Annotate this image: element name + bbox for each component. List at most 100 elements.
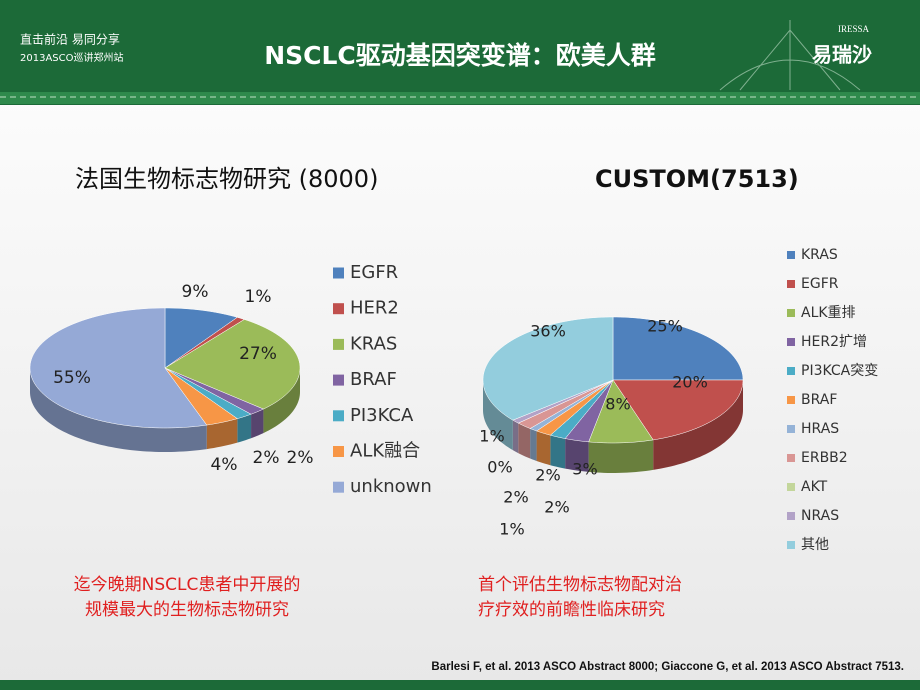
pie-side: [237, 414, 252, 443]
legend-swatch: [787, 280, 795, 288]
note: 疗疗效的前瞻性临床研究: [478, 600, 665, 620]
footer-band: [0, 680, 920, 690]
data-label: 8%: [605, 395, 630, 414]
pie-side: [483, 380, 513, 451]
legend-label: EGFR: [801, 276, 839, 292]
pie-side: [653, 380, 743, 470]
pie-slice: [536, 379, 614, 436]
pie-slice: [164, 319, 301, 410]
legend-swatch: [787, 454, 795, 462]
legend-label: BRAF: [350, 369, 397, 390]
legend-swatch: [787, 425, 795, 433]
data-label: 2%: [287, 448, 314, 468]
pie-side: [588, 439, 654, 473]
pie-slice: [164, 307, 238, 369]
legend-swatch: [787, 338, 795, 346]
data-label: 36%: [530, 322, 566, 341]
pie-side: [263, 368, 300, 434]
citation: Barlesi F, et al. 2013 ASCO Abstract 800…: [431, 661, 904, 673]
legend-swatch: [333, 410, 344, 422]
pie-side: [206, 418, 238, 450]
legend-label: 其他: [801, 537, 829, 553]
pie-slice: [517, 379, 614, 429]
legend-swatch: [333, 267, 344, 279]
data-label: 20%: [672, 373, 708, 392]
data-label: 55%: [53, 368, 91, 388]
legend-label: PI3KCA突变: [801, 363, 878, 379]
note: 首个评估生物标志物配对治: [478, 575, 682, 595]
pie-side: [530, 428, 537, 461]
legend-swatch: [333, 338, 344, 350]
pie-slice: [29, 307, 208, 429]
pie-slice: [564, 379, 614, 443]
pie-slice: [164, 367, 238, 426]
legend-swatch: [787, 367, 795, 375]
legend-swatch: [787, 396, 795, 404]
note: 规模最大的生物标志物研究: [85, 600, 289, 620]
data-label: 1%: [479, 427, 504, 446]
pie-slice: [164, 367, 265, 415]
pie-slice: [482, 316, 614, 421]
pie-slice: [612, 379, 744, 441]
legend-label: HRAS: [801, 421, 839, 437]
data-label: 27%: [239, 344, 277, 364]
pie-slice: [588, 379, 654, 444]
legend-label: ERBB2: [801, 450, 848, 466]
legend-label: HER2扩增: [801, 334, 867, 350]
pie-side: [536, 430, 551, 466]
data-label: 0%: [487, 458, 512, 477]
pie-side: [550, 435, 566, 469]
pie-slice: [549, 379, 614, 439]
pie-side: [565, 438, 589, 472]
data-label: 2%: [503, 488, 528, 507]
note: 迄今晚期NSCLC患者中开展的: [74, 575, 301, 595]
pie-side: [518, 423, 531, 459]
legend-swatch: [787, 483, 795, 491]
logo-text: 直击前沿 易同分享: [20, 32, 120, 47]
legend-label: ALK融合: [350, 441, 420, 462]
legend-swatch: [787, 512, 795, 520]
data-label: 1%: [499, 520, 524, 539]
pie-side: [512, 420, 519, 454]
data-label: 9%: [182, 282, 209, 302]
legend-swatch: [787, 541, 795, 549]
legend-label: PI3KCA: [350, 405, 414, 426]
brand-name: 易瑞沙: [812, 43, 872, 67]
legend-label: ALK重排: [801, 305, 856, 321]
pie-slice: [612, 316, 744, 381]
data-label: 2%: [535, 466, 560, 485]
data-label: 4%: [211, 455, 238, 475]
legend-label: KRAS: [350, 333, 397, 354]
brand-text: IRESSA: [838, 24, 870, 34]
legend-label: unknown: [350, 476, 432, 497]
legend-swatch: [333, 481, 344, 493]
header-stripe: [0, 92, 920, 104]
data-label: 3%: [572, 460, 597, 479]
header-band: [0, 0, 920, 105]
pie-slice: [164, 367, 252, 419]
legend-swatch: [787, 251, 795, 259]
legend-swatch: [333, 374, 344, 386]
slide-title: NSCLC驱动基因突变谱：欧美人群: [264, 41, 656, 70]
legend-swatch: [333, 303, 344, 315]
legend-swatch: [787, 309, 795, 317]
data-label: 2%: [544, 498, 569, 517]
legend-label: BRAF: [801, 392, 837, 408]
logo-text: 2013ASCO巡讲郑州站: [20, 51, 124, 64]
legend-label: EGFR: [350, 262, 398, 283]
legend-swatch: [333, 446, 344, 457]
bridge-ornament: [719, 20, 861, 91]
pie-side: [30, 368, 207, 452]
legend-label: HER2: [350, 298, 399, 319]
legend-label: KRAS: [801, 247, 838, 263]
legend-label: AKT: [801, 479, 828, 495]
data-label: 1%: [245, 287, 272, 307]
chart-title: 法国生物标志物研究 (8000): [75, 165, 378, 193]
chart-title: CUSTOM(7513): [595, 165, 799, 193]
legend-label: NRAS: [801, 508, 839, 524]
data-label: 2%: [253, 448, 280, 468]
data-label: 25%: [647, 317, 683, 336]
pie-side: [251, 409, 264, 439]
